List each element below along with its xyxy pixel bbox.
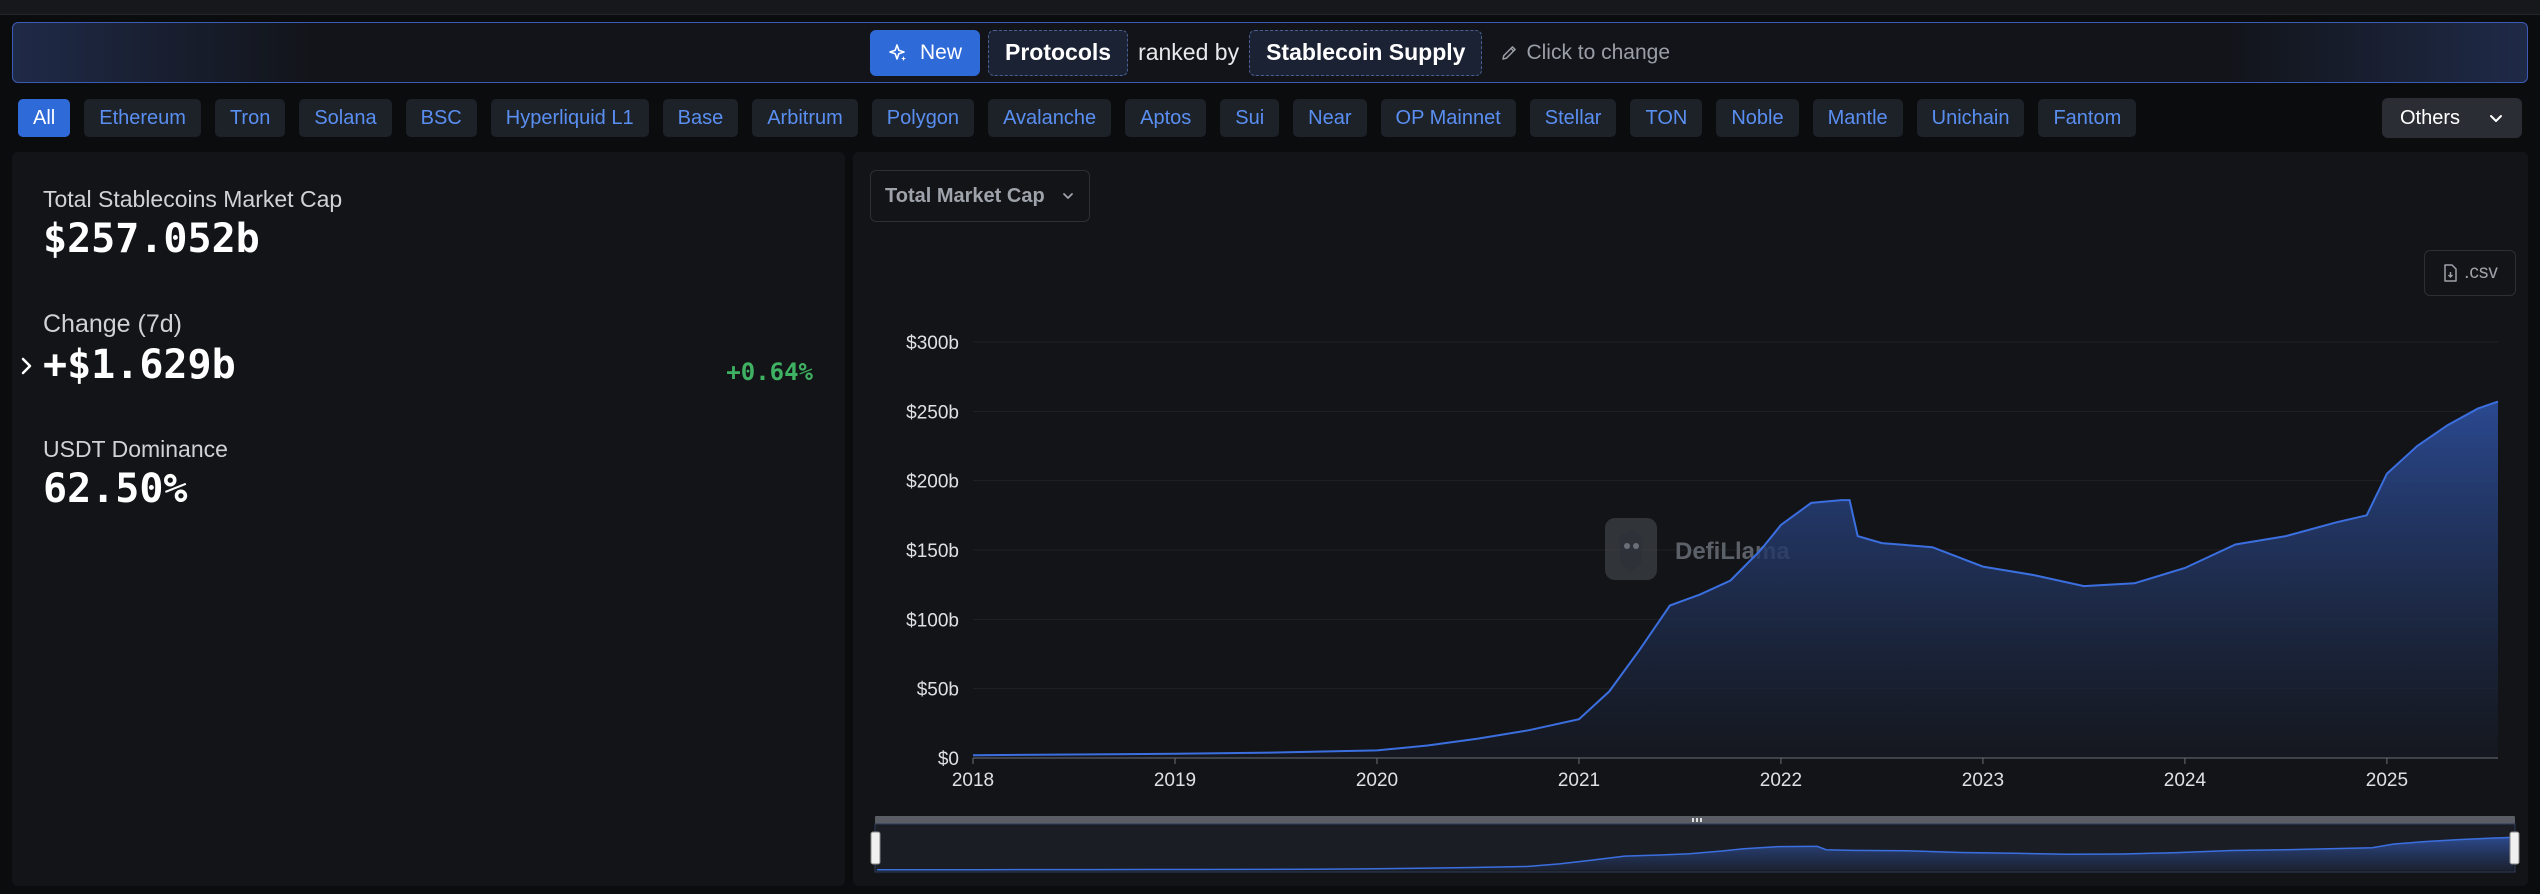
- y-tick-label: $100b: [906, 610, 959, 631]
- chart-panel: $0 $50b $100b $150b $200b $250b $300b 2018 2019…: [853, 152, 2528, 886]
- chevron-right-icon[interactable]: [18, 352, 36, 380]
- minimap-line: [877, 836, 2514, 871]
- chain-filter-hyperliquid-l1[interactable]: Hyperliquid L1: [490, 99, 649, 137]
- slider-grip-icon[interactable]: [1692, 818, 1702, 822]
- x-tick-label: 2018: [952, 770, 994, 791]
- sparkle-icon: [889, 43, 906, 61]
- change-label: Change (7d): [43, 310, 182, 338]
- x-tick-label: 2020: [1356, 770, 1398, 791]
- dominance-value: 62.50%: [43, 466, 188, 512]
- chevron-down-icon: [2490, 115, 2502, 122]
- x-tick-label: 2021: [1558, 770, 1600, 791]
- x-tick-label: 2022: [1760, 770, 1802, 791]
- chart-metric-select[interactable]: Total Market Cap: [870, 170, 1090, 222]
- chain-filter-bar: All Ethereum Tron Solana BSC Hyperliquid L1 Ba…: [18, 98, 2522, 138]
- chain-filter-op-mainnet[interactable]: OP Mainnet: [1380, 99, 1516, 137]
- y-tick-label: $0: [938, 749, 959, 770]
- protocols-selector[interactable]: Protocols: [987, 29, 1129, 76]
- new-button[interactable]: New: [869, 29, 980, 76]
- chain-filter-noble[interactable]: Noble: [1716, 99, 1799, 137]
- chain-filter-arbitrum[interactable]: Arbitrum: [752, 99, 858, 137]
- metric-selector[interactable]: Stablecoin Supply: [1249, 29, 1483, 76]
- slider-track-bar[interactable]: [875, 816, 2515, 824]
- stats-panel: Total Stablecoins Market Cap $257.052b C…: [12, 152, 845, 886]
- market-cap-area: [973, 401, 2498, 758]
- click-to-change-label: Click to change: [1526, 40, 1671, 64]
- y-tick-label: $150b: [906, 541, 959, 562]
- dominance-label: USDT Dominance: [43, 436, 228, 462]
- mcap-label: Total Stablecoins Market Cap: [43, 186, 343, 212]
- chain-filter-tron[interactable]: Tron: [214, 99, 286, 137]
- chain-filter-aptos[interactable]: Aptos: [1125, 99, 1207, 137]
- mcap-value: $257.052b: [43, 216, 260, 262]
- market-cap-line: [972, 400, 2499, 757]
- top-bar: [0, 0, 2540, 15]
- x-tick-label: 2023: [1962, 770, 2004, 791]
- chain-filter-polygon[interactable]: Polygon: [871, 99, 975, 137]
- chain-filter-solana[interactable]: Solana: [299, 99, 392, 137]
- x-tick-label: 2024: [2164, 770, 2207, 791]
- chain-filter-stellar[interactable]: Stellar: [1529, 99, 1617, 137]
- change-value: +$1.629b: [43, 342, 236, 388]
- range-slider[interactable]: [870, 816, 2520, 873]
- chain-filter-ton[interactable]: TON: [1630, 99, 1703, 137]
- y-tick-label: $50b: [917, 680, 959, 701]
- chain-filter-base[interactable]: Base: [662, 99, 739, 137]
- chain-filter-bsc[interactable]: BSC: [405, 99, 477, 137]
- chart-metric-label: Total Market Cap: [885, 184, 1045, 207]
- chain-filter-fantom[interactable]: Fantom: [2038, 99, 2137, 137]
- slider-handle-left[interactable]: [870, 831, 881, 865]
- chain-pill-list: All Ethereum Tron Solana BSC Hyperliquid L1 Ba…: [18, 99, 2137, 137]
- chain-filter-sui[interactable]: Sui: [1220, 99, 1280, 137]
- market-cap-chart: $0 $50b $100b $150b $200b $250b $300b 2018 2019…: [870, 333, 2520, 873]
- click-to-change-link[interactable]: Click to change: [1500, 41, 1670, 65]
- csv-label: .csv: [2464, 262, 2498, 283]
- ranking-banner: New Protocols ranked by Stablecoin Suppl…: [12, 22, 2528, 83]
- file-download-icon: [2444, 264, 2457, 282]
- y-tick-label: $250b: [906, 402, 959, 423]
- others-label: Others: [2400, 106, 2461, 129]
- new-button-label: New: [919, 40, 962, 64]
- chain-filter-unichain[interactable]: Unichain: [1916, 99, 2025, 137]
- slider-handle-right[interactable]: [2509, 831, 2520, 865]
- chain-filter-near[interactable]: Near: [1293, 99, 1367, 137]
- y-tick-label: $300b: [906, 333, 959, 354]
- others-dropdown[interactable]: Others: [2382, 98, 2522, 138]
- x-tick-label: 2019: [1154, 770, 1196, 791]
- y-tick-label: $200b: [906, 472, 959, 493]
- chain-filter-ethereum[interactable]: Ethereum: [84, 99, 201, 137]
- watermark-logo: [1605, 518, 1657, 580]
- x-tick-label: 2025: [2366, 770, 2408, 791]
- chevron-down-icon: [1063, 193, 1073, 199]
- chain-filter-mantle[interactable]: Mantle: [1812, 99, 1903, 137]
- change-percent: +0.64%: [726, 358, 813, 386]
- y-axis: $0 $50b $100b $150b $200b $250b $300b: [906, 333, 959, 770]
- chain-filter-all[interactable]: All: [18, 99, 71, 137]
- chain-filter-avalanche[interactable]: Avalanche: [988, 99, 1112, 137]
- download-csv-button[interactable]: .csv: [2424, 250, 2516, 296]
- x-axis: 2018 2019 2020 2021 2022 2023 2024 2025: [952, 758, 2408, 791]
- pencil-icon: [1502, 45, 1517, 60]
- ranked-by-text: ranked by: [1138, 39, 1240, 65]
